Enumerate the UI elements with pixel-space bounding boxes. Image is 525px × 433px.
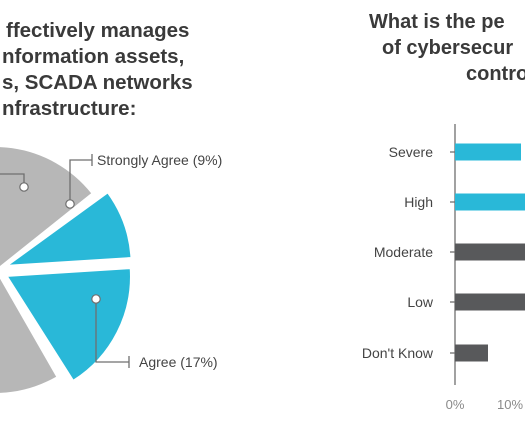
pie-chart (0, 147, 132, 393)
left-title-line-2: nformation assets, (2, 45, 184, 68)
pie-callouts: Strongly Agree (9%) Agree (17%) (0, 152, 222, 370)
bar-don-t-know (455, 344, 488, 362)
left-title: ffectively manages nformation assets, s,… (2, 19, 193, 120)
callout-line-strongly-agree (69, 154, 93, 204)
callout-label-strongly-agree: Strongly Agree (9%) (97, 152, 222, 168)
callout-dot-grey (19, 182, 29, 192)
bar-severe (455, 143, 521, 161)
right-title-line-1: What is the pe (369, 11, 505, 33)
bar-high (455, 193, 525, 211)
callout-dot-agree (91, 294, 101, 304)
left-title-line-1: ffectively manages (6, 19, 189, 42)
left-title-line-3: s, SCADA networks (2, 71, 193, 94)
bar-category-label: High (404, 194, 433, 210)
callout-label-agree: Agree (17%) (139, 354, 218, 370)
right-title: What is the pe of cybersecur contro (369, 11, 525, 85)
bar-category-label: Low (407, 294, 434, 310)
right-title-line-2: of cybersecur (382, 37, 513, 59)
bar-x-tick-label: 0% (446, 397, 465, 412)
callout-line-agree (95, 299, 130, 368)
pie-slice-other (0, 147, 92, 393)
bar-x-tick-label: 10% (497, 397, 523, 412)
left-title-line-4: nfrastructure: (2, 97, 136, 120)
bar-category-label: Moderate (374, 244, 433, 260)
bar-chart: Severe High Moderate Low Don't Know 0% 10% (362, 124, 525, 412)
bar-moderate (455, 243, 525, 261)
bar-low (455, 293, 525, 311)
callout-dot-strongly-agree (65, 199, 75, 209)
right-title-line-3: contro (466, 63, 525, 85)
bar-category-label: Severe (389, 144, 434, 160)
bar-category-label: Don't Know (362, 345, 434, 361)
pie-slice-strongly-agree (6, 192, 132, 266)
